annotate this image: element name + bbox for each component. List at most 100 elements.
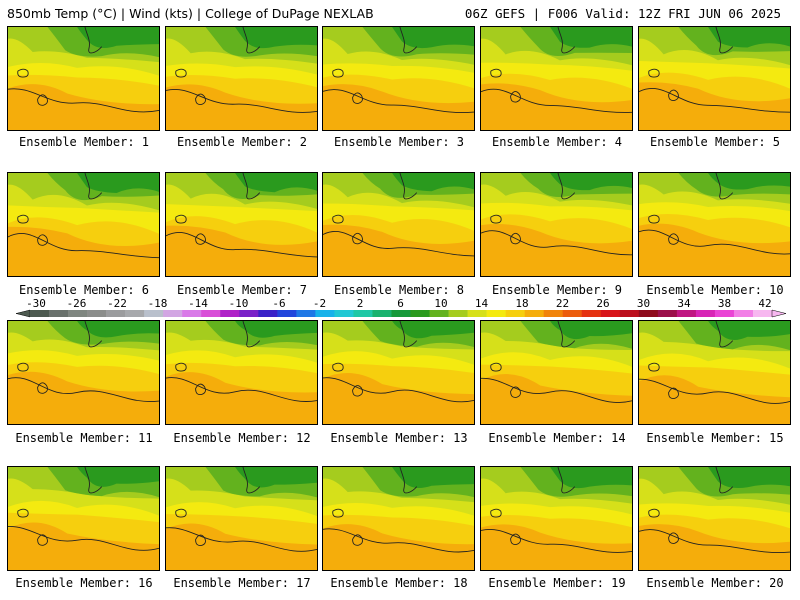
- colorbar-segment: [638, 310, 659, 317]
- colorbar-segment: [524, 310, 544, 317]
- colorbar-tick-label: 34: [677, 297, 691, 310]
- colorbar-tick-label: 38: [718, 297, 731, 310]
- ensemble-member-caption: Ensemble Member: 10: [646, 283, 784, 297]
- colorbar-segment: [353, 310, 373, 317]
- ensemble-member-map: [322, 320, 475, 425]
- ensemble-member-caption: Ensemble Member: 3: [333, 135, 465, 149]
- ensemble-member-map: [480, 320, 633, 425]
- ensemble-member-caption: Ensemble Member: 11: [15, 431, 153, 445]
- ensemble-member-caption: Ensemble Member: 19: [488, 576, 626, 590]
- colorbar-tick-label: 42: [758, 297, 771, 310]
- colorbar-segment: [106, 310, 126, 317]
- temperature-field: [481, 321, 632, 424]
- temperature-field: [323, 27, 474, 130]
- temperature-field: [639, 467, 790, 570]
- colorbar-segment: [372, 310, 392, 317]
- temperature-field: [481, 27, 632, 130]
- ensemble-member-caption: Ensemble Member: 16: [15, 576, 153, 590]
- ensemble-member-map: [322, 466, 475, 571]
- colorbar-graphic: -30 -26 -22 -18 -14 -10 -6 -2 2 6 10 14 18 22 26 30 34 38…: [15, 297, 787, 318]
- temperature-field: [166, 321, 317, 424]
- ensemble-member-caption: Ensemble Member: 1: [18, 135, 150, 149]
- ensemble-member-map: [165, 320, 318, 425]
- ensemble-member-caption: Ensemble Member: 20: [646, 576, 784, 590]
- colorbar-tick-label: -6: [272, 297, 285, 310]
- temperature-field: [166, 27, 317, 130]
- colorbar-segment: [334, 310, 354, 317]
- ensemble-member-caption: Ensemble Member: 8: [333, 283, 465, 297]
- colorbar-tick-label: 10: [434, 297, 447, 310]
- ensemble-member-map: [322, 26, 475, 131]
- colorbar-tick-label: -2: [313, 297, 326, 310]
- colorbar-segment: [239, 310, 259, 317]
- ensemble-member-map: [638, 466, 791, 571]
- colorbar-segment: [695, 310, 716, 317]
- colorbar-tick-label: -26: [67, 297, 87, 310]
- colorbar-segment: [296, 310, 316, 317]
- colorbar-tick-label: 30: [637, 297, 650, 310]
- colorbar-segment: [733, 310, 754, 317]
- colorbar-tick-label: 26: [596, 297, 609, 310]
- colorbar-segment: [87, 310, 107, 317]
- temperature-field: [8, 467, 159, 570]
- temperature-field: [639, 173, 790, 276]
- ensemble-member-map: [480, 466, 633, 571]
- colorbar-tick-label: 2: [357, 297, 364, 310]
- colorbar-segment: [600, 310, 621, 317]
- ensemble-member-map: [480, 172, 633, 277]
- header-valid-time: 06Z GEFS | F006 Valid: 12Z FRI JUN 06 20…: [464, 6, 781, 21]
- ensemble-member-map: [7, 26, 160, 131]
- ensemble-member-map: [7, 466, 160, 571]
- colorbar-segment: [410, 310, 430, 317]
- ensemble-member-caption: Ensemble Member: 5: [649, 135, 781, 149]
- colorbar-segment: [448, 310, 468, 317]
- colorbar-segment: [429, 310, 449, 317]
- ensemble-member-map: [165, 172, 318, 277]
- temperature-field: [8, 173, 159, 276]
- ensemble-member-map: [638, 320, 791, 425]
- header-title: 850mb Temp (°C) | Wind (kts) | College o…: [7, 6, 374, 21]
- colorbar-segment: [277, 310, 297, 317]
- colorbar-tick-label: -14: [188, 297, 208, 310]
- ensemble-member-caption: Ensemble Member: 14: [488, 431, 626, 445]
- colorbar-segment: [258, 310, 278, 317]
- colorbar-segment: [163, 310, 183, 317]
- ensemble-member-caption: Ensemble Member: 9: [491, 283, 623, 297]
- ensemble-member-map: [7, 172, 160, 277]
- colorbar-segment: [30, 310, 50, 317]
- temperature-colorbar: -30 -26 -22 -18 -14 -10 -6 -2 2 6 10 14 18 22 26 30 34 38…: [12, 296, 788, 322]
- ensemble-member-map: [480, 26, 633, 131]
- ensemble-member-map: [638, 26, 791, 131]
- colorbar-left-arrow: [15, 309, 31, 318]
- colorbar-segment: [391, 310, 411, 317]
- ensemble-member-caption: Ensemble Member: 2: [176, 135, 308, 149]
- colorbar-tick-label: 6: [397, 297, 404, 310]
- temperature-field: [166, 467, 317, 570]
- ensemble-member-caption: Ensemble Member: 18: [330, 576, 468, 590]
- colorbar-tick-label: -10: [229, 297, 249, 310]
- colorbar-segment: [220, 310, 240, 317]
- colorbar-segment: [657, 310, 678, 317]
- ensemble-member-caption: Ensemble Member: 4: [491, 135, 623, 149]
- ensemble-member-map: [7, 320, 160, 425]
- colorbar-segment: [125, 310, 145, 317]
- colorbar-tick-label: 14: [475, 297, 489, 310]
- ensemble-member-caption: Ensemble Member: 17: [173, 576, 311, 590]
- temperature-field: [323, 467, 474, 570]
- colorbar-tick-label: -18: [148, 297, 168, 310]
- temperature-field: [481, 467, 632, 570]
- colorbar-segment: [315, 310, 335, 317]
- ensemble-member-map: [165, 466, 318, 571]
- colorbar-segment: [619, 310, 640, 317]
- temperature-field: [323, 173, 474, 276]
- colorbar-segment: [676, 310, 697, 317]
- temperature-field: [8, 27, 159, 130]
- colorbar-segment: [752, 310, 773, 317]
- colorbar-segment: [486, 310, 506, 317]
- colorbar-segment: [714, 310, 735, 317]
- colorbar-right-arrow: [771, 309, 787, 318]
- colorbar-segment: [562, 310, 583, 317]
- ensemble-member-caption: Ensemble Member: 13: [330, 431, 468, 445]
- colorbar-tick-label: 18: [515, 297, 528, 310]
- colorbar-tick-label: -30: [26, 297, 46, 310]
